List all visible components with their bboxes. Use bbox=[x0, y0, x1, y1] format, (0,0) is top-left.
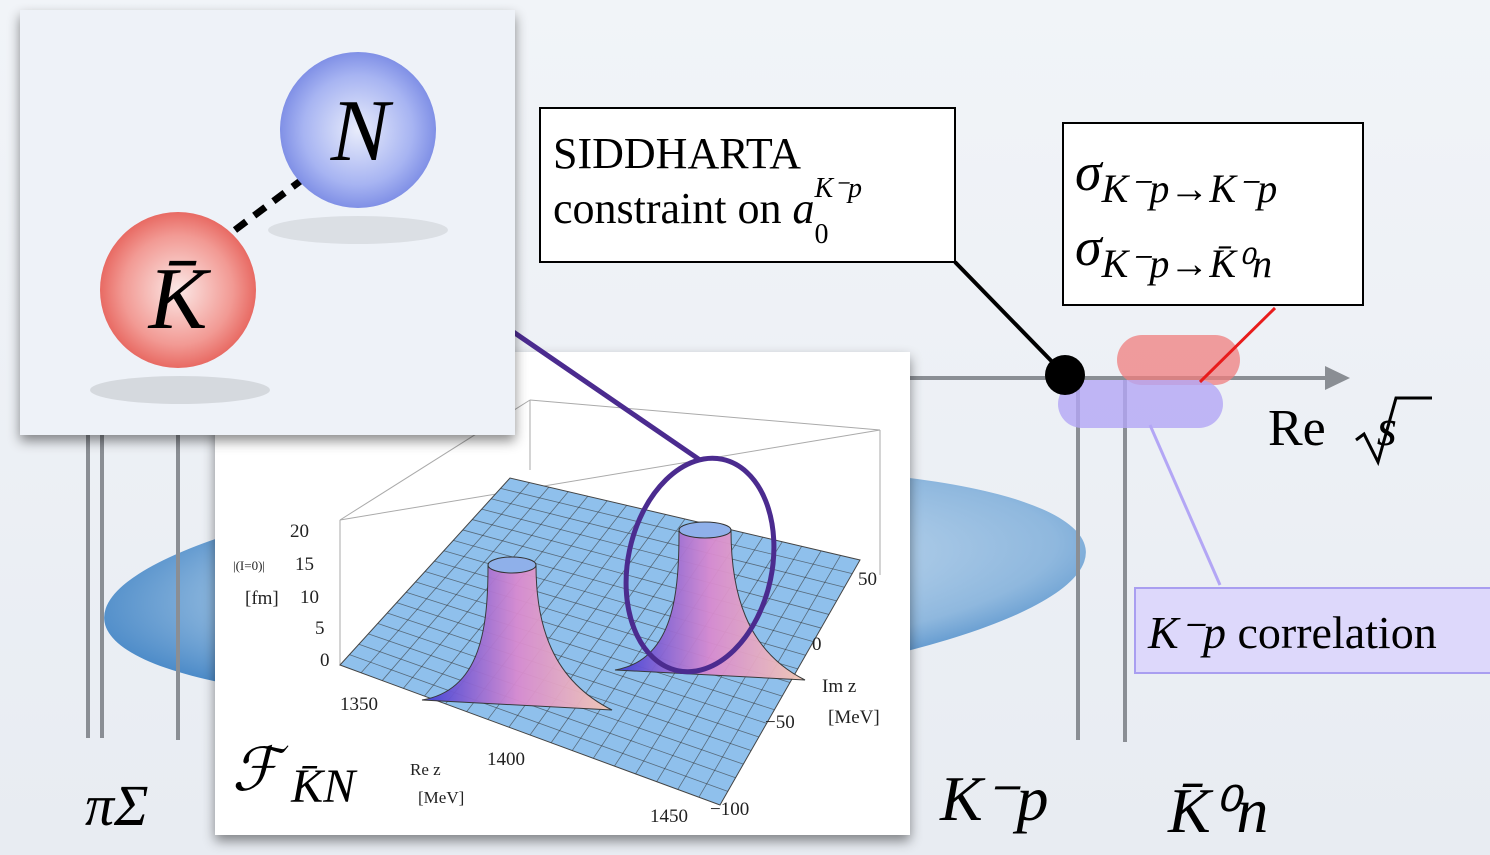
tick-label: −50 bbox=[765, 712, 795, 733]
box-text: SIDDHARTA bbox=[553, 129, 801, 178]
tick-label: 50 bbox=[858, 569, 877, 590]
tick-label: 1350 bbox=[340, 694, 378, 715]
symbol: σ bbox=[1075, 217, 1104, 277]
axis-label: Im z bbox=[822, 676, 856, 697]
axis-label: Re s bbox=[1268, 400, 1397, 457]
tick-label: 0 bbox=[320, 650, 330, 671]
antikaon-label: K̄ bbox=[147, 251, 212, 348]
symbol: a bbox=[793, 184, 815, 233]
scattering-length-point bbox=[1045, 355, 1085, 395]
symbol: K⁻p bbox=[1147, 607, 1226, 658]
subscript: K⁻p→K⁻p bbox=[1101, 166, 1278, 211]
superscript: K⁻p bbox=[814, 173, 862, 204]
text: constraint on bbox=[553, 184, 793, 233]
text: Re bbox=[1268, 400, 1339, 457]
nucleon-label: N bbox=[330, 83, 394, 180]
subscript: K⁻p→K̄⁰n bbox=[1101, 241, 1273, 286]
tick-label: 5 bbox=[315, 618, 325, 639]
text: correlation bbox=[1226, 607, 1437, 658]
correlation-label: K⁻p correlation bbox=[1147, 607, 1437, 658]
symbol: σ bbox=[1075, 142, 1104, 202]
threshold-label: K̄⁰n bbox=[1167, 775, 1268, 846]
tick-label: 20 bbox=[290, 521, 309, 542]
peak-top bbox=[679, 522, 731, 538]
tick-label: 10 bbox=[300, 587, 319, 608]
card bbox=[20, 10, 515, 435]
text: Re z bbox=[410, 760, 441, 779]
subscript: 0 bbox=[815, 219, 829, 250]
particle-card: N K̄ bbox=[20, 10, 515, 435]
correlation-region bbox=[1058, 380, 1223, 428]
subscript: K̄N bbox=[290, 760, 358, 813]
tick-label: 0 bbox=[812, 634, 822, 655]
axis-label: [fm] bbox=[245, 588, 279, 609]
axis-label: [MeV] bbox=[828, 707, 880, 728]
shadow bbox=[90, 376, 270, 404]
tick-label: 15 bbox=[295, 554, 314, 575]
axis-label: [MeV] bbox=[418, 788, 464, 807]
tick-label: −100 bbox=[710, 799, 749, 820]
peak-top bbox=[488, 557, 536, 573]
axis-label: Re z bbox=[410, 760, 441, 779]
shadow bbox=[268, 216, 448, 244]
threshold-label: πΣ bbox=[85, 773, 149, 838]
diagram: SIDDHARTA constraint on a0K⁻p σK⁻p→K⁻p σ… bbox=[0, 0, 1490, 855]
threshold-label: K⁻p bbox=[939, 763, 1048, 834]
tick-label: 1400 bbox=[487, 749, 525, 770]
tick-label: 1450 bbox=[650, 806, 688, 827]
axis-label: |(I=0)| bbox=[233, 558, 265, 573]
